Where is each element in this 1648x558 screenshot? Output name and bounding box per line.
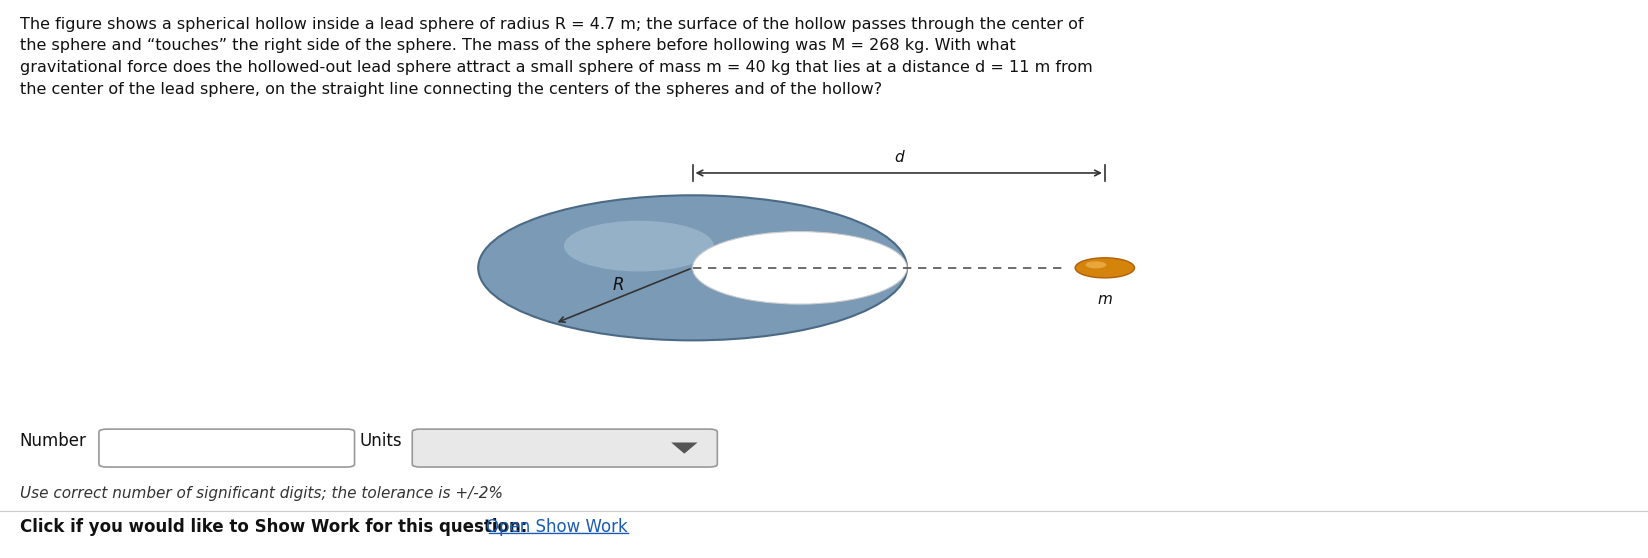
Text: Open Show Work: Open Show Work [486, 518, 628, 536]
Polygon shape [671, 442, 697, 454]
Text: Click if you would like to Show Work for this question:: Click if you would like to Show Work for… [20, 518, 527, 536]
Text: d: d [893, 150, 903, 165]
Text: Number: Number [20, 432, 87, 450]
Text: R: R [613, 276, 623, 294]
Circle shape [478, 195, 906, 340]
Circle shape [1084, 261, 1106, 268]
FancyBboxPatch shape [412, 429, 717, 467]
Circle shape [692, 232, 906, 304]
Circle shape [1074, 258, 1134, 278]
Text: Units: Units [359, 432, 402, 450]
Text: The figure shows a spherical hollow inside a lead sphere of radius R = 4.7 m; th: The figure shows a spherical hollow insi… [20, 17, 1093, 97]
Text: m: m [1096, 292, 1112, 307]
FancyBboxPatch shape [99, 429, 354, 467]
Circle shape [564, 220, 714, 271]
Text: Use correct number of significant digits; the tolerance is +/-2%: Use correct number of significant digits… [20, 487, 503, 501]
